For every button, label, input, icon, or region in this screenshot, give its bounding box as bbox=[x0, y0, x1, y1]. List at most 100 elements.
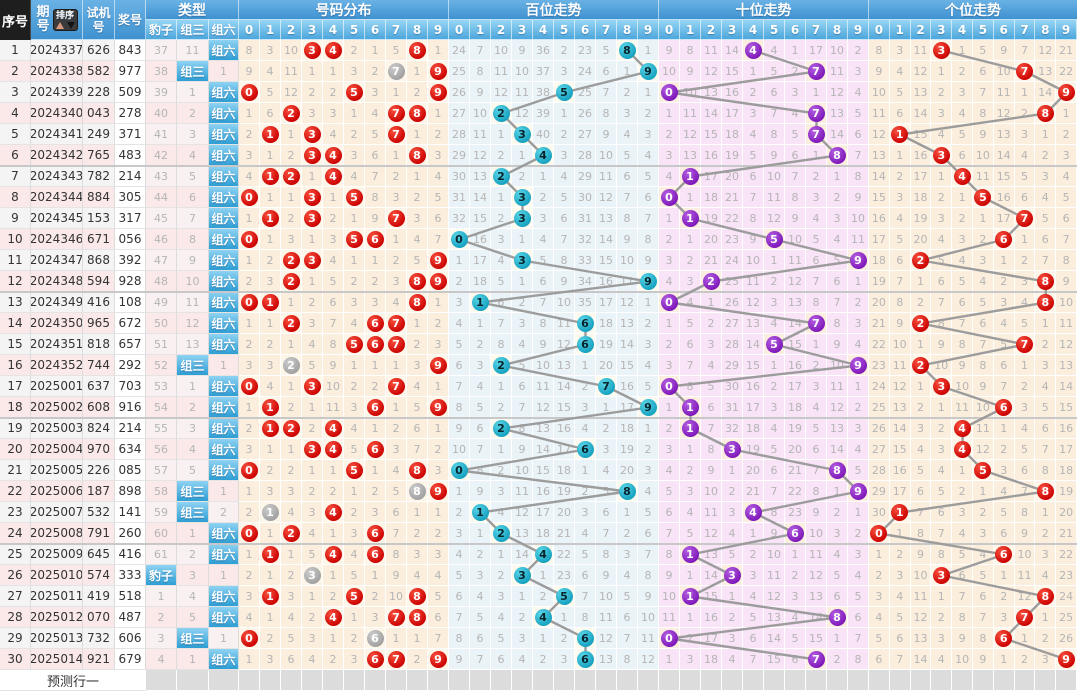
units-hit-circle: 3 bbox=[932, 377, 950, 395]
tens-cell: 8 bbox=[806, 481, 827, 502]
units-cell: 4 bbox=[952, 523, 973, 544]
tens-cell: 2 bbox=[680, 250, 701, 271]
hundreds-cell: 26 bbox=[449, 82, 470, 103]
hundreds-cell: 7 bbox=[554, 229, 575, 250]
units-cell: 2 bbox=[973, 502, 994, 523]
tens-cell: 1 bbox=[680, 208, 701, 229]
hundreds-cell: 24 bbox=[449, 40, 470, 61]
hundreds-hit-circle: 6 bbox=[576, 335, 594, 353]
header-digit-cell: 2 bbox=[910, 20, 932, 40]
units-cell: 4 bbox=[910, 439, 932, 460]
period-cell: 2025011 bbox=[31, 586, 83, 607]
units-cell: 16 bbox=[869, 208, 890, 229]
dist-cell: 6 bbox=[365, 628, 386, 649]
units-cell: 14 bbox=[869, 166, 890, 187]
units-cell: 10 bbox=[1056, 292, 1077, 313]
tens-cell: 17 bbox=[701, 166, 722, 187]
dist-cell: 3 bbox=[365, 502, 386, 523]
tens-cell: 13 bbox=[701, 82, 722, 103]
dist-cell: 1 bbox=[344, 607, 365, 628]
seq-cell: 15 bbox=[0, 334, 31, 355]
zu6-cell: 1 bbox=[209, 481, 239, 502]
tens-cell: 10 bbox=[827, 40, 848, 61]
tens-cell: 8 bbox=[785, 187, 806, 208]
units-cell: 21 bbox=[869, 313, 890, 334]
units-cell: 13 bbox=[910, 82, 932, 103]
prize-digit-circle: 0 bbox=[240, 524, 258, 542]
hundreds-cell: 16 bbox=[554, 418, 575, 439]
tens-cell: 6 bbox=[806, 439, 827, 460]
prize-cell: 292 bbox=[115, 355, 146, 376]
dist-cell: 3 bbox=[302, 565, 323, 586]
dist-cell: 1 bbox=[428, 103, 449, 124]
units-hit-circle: 5 bbox=[974, 188, 992, 206]
tens-cell: 15 bbox=[764, 649, 785, 670]
prize-cell: 843 bbox=[115, 40, 146, 61]
tens-cell: 10 bbox=[659, 61, 680, 82]
dist-cell: 6 bbox=[260, 103, 281, 124]
tens-cell: 6 bbox=[701, 397, 722, 418]
hundreds-cell: 3 bbox=[491, 481, 512, 502]
units-cell: 20 bbox=[869, 292, 890, 313]
dist-cell: 3 bbox=[260, 355, 281, 376]
sort-control[interactable]: 排序 bbox=[52, 8, 78, 31]
hundreds-cell: 18 bbox=[617, 418, 638, 439]
hundreds-cell: 6 bbox=[575, 565, 596, 586]
sort-desc-icon[interactable] bbox=[66, 21, 75, 29]
hundreds-cell: 5 bbox=[617, 145, 638, 166]
tens-cell: 2 bbox=[701, 313, 722, 334]
prize-digit-circle: 8 bbox=[408, 104, 426, 122]
dist-cell: 5 bbox=[344, 586, 365, 607]
dist-cell: 2 bbox=[428, 313, 449, 334]
test-cell: 582 bbox=[83, 61, 115, 82]
hundreds-cell: 6 bbox=[575, 628, 596, 649]
hundreds-cell: 5 bbox=[617, 586, 638, 607]
prize-cell: 657 bbox=[115, 334, 146, 355]
prize-digit-circle: 8 bbox=[408, 461, 426, 479]
hundreds-cell: 8 bbox=[617, 649, 638, 670]
hundreds-cell: 6 bbox=[596, 61, 617, 82]
tens-cell: 1 bbox=[659, 313, 680, 334]
hundreds-cell: 1 bbox=[512, 145, 533, 166]
hundreds-cell: 34 bbox=[575, 271, 596, 292]
dist-cell: 1 bbox=[302, 271, 323, 292]
units-cell: 12 bbox=[1056, 334, 1077, 355]
hundreds-hit-circle: 0 bbox=[450, 461, 468, 479]
prize-digit-circle: 8 bbox=[408, 272, 426, 290]
tens-cell: 15 bbox=[743, 355, 764, 376]
footer-cell bbox=[722, 670, 743, 691]
prize-digit-circle: 7 bbox=[387, 209, 405, 227]
units-cell: 5 bbox=[973, 187, 994, 208]
tens-cell: 2 bbox=[743, 544, 764, 565]
period-header: 期号 排序 bbox=[31, 0, 83, 40]
dist-cell: 2 bbox=[260, 250, 281, 271]
sort-asc-icon[interactable] bbox=[55, 21, 64, 29]
tens-hit-circle: 8 bbox=[828, 608, 846, 626]
hundreds-hit-circle: 9 bbox=[639, 62, 657, 80]
dist-cell: 2 bbox=[428, 124, 449, 145]
period-cell: 2024344 bbox=[31, 187, 83, 208]
zu3-cell: 11 bbox=[177, 292, 209, 313]
footer-cell bbox=[764, 670, 785, 691]
hundreds-cell: 4 bbox=[491, 250, 512, 271]
units-cell: 17 bbox=[869, 229, 890, 250]
hundreds-cell: 3 bbox=[638, 460, 659, 481]
tens-cell: 10 bbox=[659, 586, 680, 607]
hundreds-cell: 2 bbox=[491, 208, 512, 229]
hundreds-cell: 7 bbox=[470, 439, 491, 460]
tens-cell: 7 bbox=[701, 418, 722, 439]
dist-cell: 1 bbox=[260, 166, 281, 187]
dist-cell: 5 bbox=[260, 82, 281, 103]
zu3-cell: 1 bbox=[177, 82, 209, 103]
footer-cell bbox=[1056, 670, 1077, 691]
test-cell: 921 bbox=[83, 649, 115, 670]
hundreds-cell: 1 bbox=[491, 544, 512, 565]
tens-cell: 3 bbox=[806, 376, 827, 397]
tens-cell: 4 bbox=[848, 439, 869, 460]
dist-cell: 1 bbox=[239, 649, 260, 670]
tens-cell: 1 bbox=[659, 397, 680, 418]
dist-cell: 3 bbox=[344, 523, 365, 544]
hundreds-cell: 4 bbox=[575, 418, 596, 439]
units-cell: 3 bbox=[1035, 355, 1057, 376]
tens-cell: 1 bbox=[848, 502, 869, 523]
